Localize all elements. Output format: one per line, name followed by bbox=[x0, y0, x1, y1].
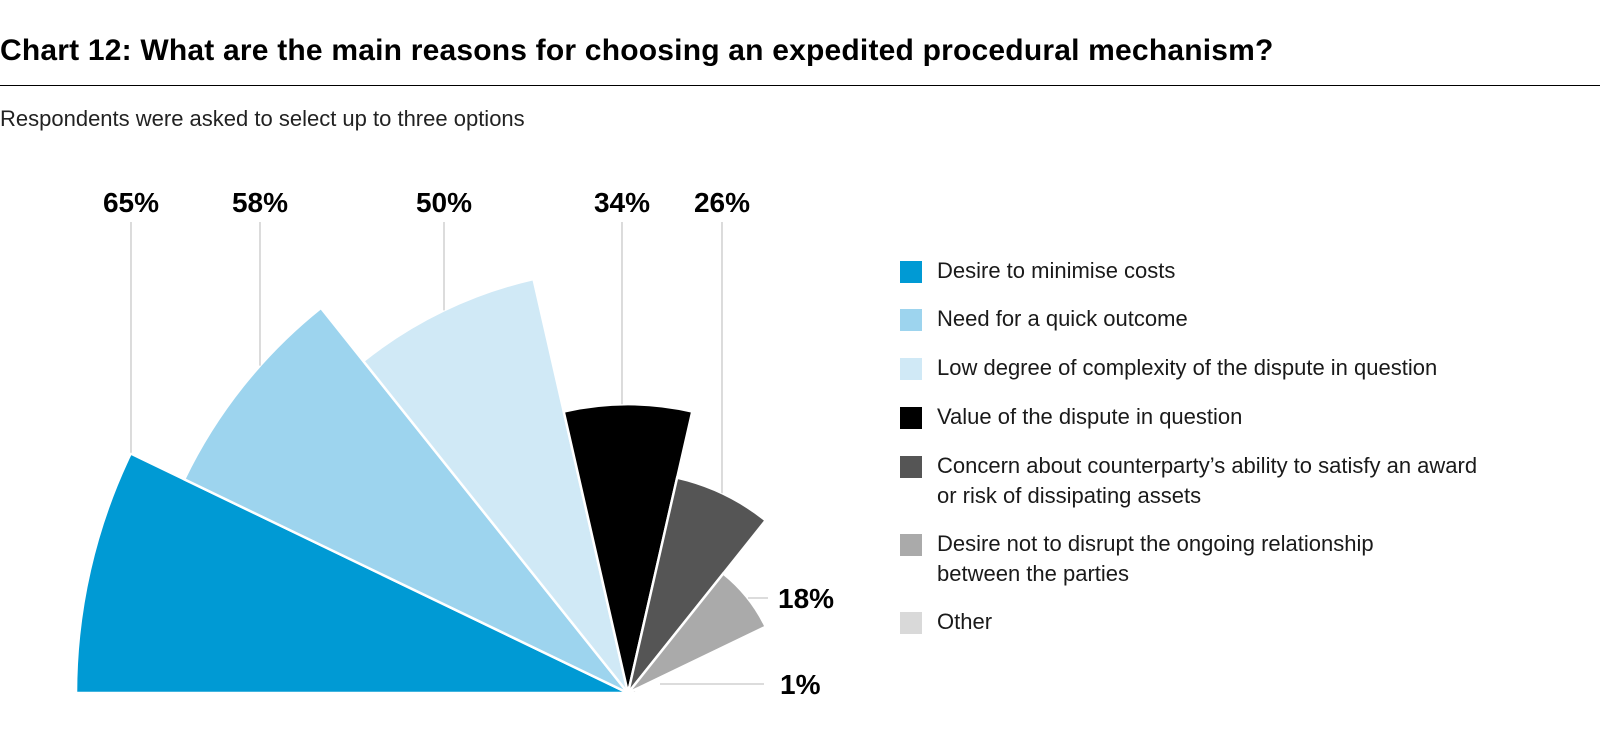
legend-swatch bbox=[900, 456, 922, 478]
rose-chart: 65% 58% 50% 34% 26% 18% 1% bbox=[74, 187, 834, 700]
data-label-6: 18% bbox=[778, 583, 834, 614]
legend-item: Low degree of complexity of the dispute … bbox=[900, 353, 1560, 383]
data-label-2: 58% bbox=[232, 187, 288, 218]
chart-title: Chart 12: What are the main reasons for … bbox=[0, 34, 1274, 67]
chart-subtitle: Respondents were asked to select up to t… bbox=[0, 106, 525, 131]
data-label-1: 65% bbox=[103, 187, 159, 218]
legend-item: Concern about counterparty’s ability to … bbox=[900, 451, 1560, 511]
legend-label: Need for a quick outcome bbox=[937, 306, 1188, 331]
rose-segment-1 bbox=[74, 451, 629, 695]
data-label-4: 34% bbox=[594, 187, 650, 218]
legend-swatch bbox=[900, 261, 922, 283]
legend-swatch bbox=[900, 309, 922, 331]
legend-swatch bbox=[900, 534, 922, 556]
data-label-3: 50% bbox=[416, 187, 472, 218]
rose-segment-6 bbox=[627, 571, 768, 695]
rose-segment-4 bbox=[562, 402, 694, 694]
rose-segment-7 bbox=[627, 687, 638, 695]
legend-swatch bbox=[900, 358, 922, 380]
legend-label: Value of the dispute in question bbox=[937, 404, 1243, 429]
legend-swatch bbox=[900, 612, 922, 634]
legend-label: Desire to minimise costs bbox=[937, 258, 1176, 283]
legend-label: or risk of dissipating assets bbox=[937, 483, 1202, 508]
legend-label: Low degree of complexity of the dispute … bbox=[937, 355, 1438, 380]
legend-label: Desire not to disrupt the ongoing relati… bbox=[937, 531, 1374, 556]
legend-swatch bbox=[900, 407, 922, 429]
rose-segment-2 bbox=[182, 306, 629, 695]
legend-label: between the parties bbox=[937, 561, 1130, 586]
title-divider bbox=[0, 85, 1600, 86]
rose-segment-5 bbox=[626, 476, 768, 694]
data-label-7: 1% bbox=[780, 669, 821, 700]
legend-item: Desire to minimise costs bbox=[900, 256, 1560, 286]
legend-item: Desire not to disrupt the ongoing relati… bbox=[900, 529, 1560, 589]
legend-item: Value of the dispute in question bbox=[900, 402, 1560, 432]
data-label-5: 26% bbox=[694, 187, 750, 218]
legend-label: Other bbox=[937, 609, 993, 634]
rose-segment-3 bbox=[361, 277, 630, 694]
legend-item: Other bbox=[900, 607, 1560, 637]
legend-item: Need for a quick outcome bbox=[900, 304, 1560, 334]
chart-legend: Desire to minimise costs Need for a quick… bbox=[900, 256, 1560, 637]
legend-label: Concern about counterparty’s ability to … bbox=[937, 453, 1478, 478]
